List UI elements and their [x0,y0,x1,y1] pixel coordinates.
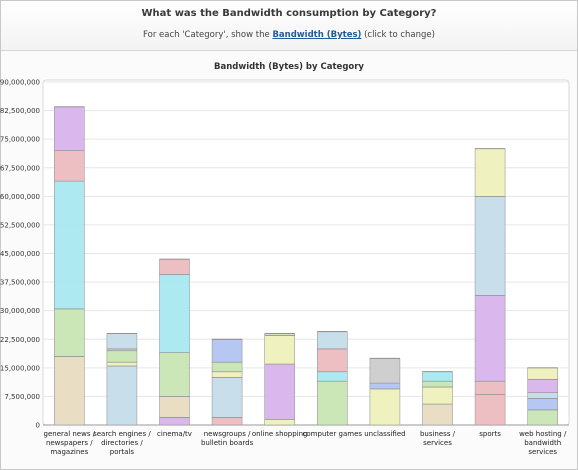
x-tick-label: computer games [303,430,363,438]
x-tick-label-line: services [423,439,452,447]
x-tick-label: general news / newspapers / magazines [44,430,96,456]
x-tick-label-line: newsgroups / [204,430,251,438]
y-tick-label: 60,000,000 [0,193,40,201]
x-tick-label-line: magazines [50,448,88,456]
bar-segment [422,403,453,426]
bar-segment [53,106,85,151]
bar-segment [159,352,190,397]
x-tick-label-line: computer games [303,430,363,438]
y-tick-label: 75,000,000 [0,136,40,144]
y-tick-label: 45,000,000 [0,250,40,258]
y-tick-label: 67,500,000 [0,164,40,172]
x-tick-label-line: web hosting / [519,430,567,438]
bar-segment [53,356,85,426]
y-tick-label: 90,000,000 [0,79,40,87]
report-question: What was the Bandwidth consumption by Ca… [141,8,437,19]
x-tick-label-line: services [528,448,557,456]
bar-segment [422,371,453,382]
bar-segment [316,380,348,426]
y-tick-label: 7,500,000 [4,393,40,401]
bar-segment [159,417,190,426]
bar-segment [211,361,243,372]
y-tick-label: 30,000,000 [0,307,40,315]
bar-segment [316,331,348,350]
bar-segment [474,295,506,382]
bar-segment [527,367,559,380]
x-tick-label-line: portals [110,448,135,456]
bar-segment [159,396,190,418]
bar-segment [264,418,296,426]
y-tick-label: 15,000,000 [0,364,40,372]
bar-segment [527,392,559,399]
metric-selector-link[interactable]: Bandwidth (Bytes) [272,30,362,40]
y-tick-label: 37,500,000 [0,279,40,287]
x-tick-label-line: bandwidth [524,439,561,447]
bar-segment [527,409,559,426]
bar-segment [211,377,243,418]
bar-segment [422,380,453,388]
chart-title: Bandwidth (Bytes) by Category [214,62,364,72]
bar-segment [369,388,401,426]
bar-segment [159,258,190,275]
x-tick-label: search engines / directories / portals [93,430,151,456]
bar-segment [369,382,401,390]
x-tick-label: cinema/tv [157,430,192,438]
bar-segment [211,417,243,426]
bar-segment [106,333,138,350]
bar-segment [106,361,138,367]
bar-segment [264,335,296,365]
bar-segment [53,308,85,357]
metric-prefix-text: For each 'Category', show the [143,30,270,40]
bar-segment [474,380,506,395]
metric-selector-line: For each 'Category', show the Bandwidth … [1,30,577,40]
x-tick-label-line: directories / [101,439,143,447]
metric-suffix-text: (click to change) [364,30,435,40]
x-tick-label-line: unclassified [364,430,405,438]
bar-segment [53,150,85,182]
bar-segment [527,378,559,393]
report-header: What was the Bandwidth consumption by Ca… [1,1,577,51]
bar-segment [369,358,401,384]
x-tick-label-line: cinema/tv [157,430,192,438]
bar-segment [106,350,138,363]
x-tick-label: newsgroups / bulletin boards [201,430,254,447]
x-tick-label: unclassified [364,430,405,438]
bar-segment [527,398,559,411]
bar-segment [474,196,506,296]
x-tick-label: online shopping [252,430,308,438]
bar-segment [53,180,85,310]
bar-segment [316,371,348,382]
x-tick-label-line: general news / [44,430,96,438]
y-tick-label: 22,500,000 [0,336,40,344]
bar-segment [316,348,348,372]
bar-segment [211,338,243,363]
bar-segment [159,274,190,353]
bar-segment [264,363,296,420]
x-tick-label: web hosting / bandwidth services [519,430,567,456]
bar-segment [106,365,138,426]
x-tick-label-line: search engines / [93,430,151,438]
x-tick-label: business / services [420,430,456,447]
x-tick-label-line: bulletin boards [201,439,254,447]
bar-segment [211,371,243,378]
bar-segment [474,394,506,426]
bar-segment [422,386,453,405]
x-tick-label-line: business / [420,430,456,438]
x-tick-label-line: newspapers / [46,439,93,447]
bar-segment [474,148,506,197]
x-tick-label-line: online shopping [252,430,308,438]
x-tick-label: sports [479,430,501,438]
y-tick-label: 52,500,000 [0,221,40,229]
y-tick-label: 0 [36,422,40,430]
x-tick-label-line: sports [479,430,501,438]
y-tick-label: 82,500,000 [0,107,40,115]
